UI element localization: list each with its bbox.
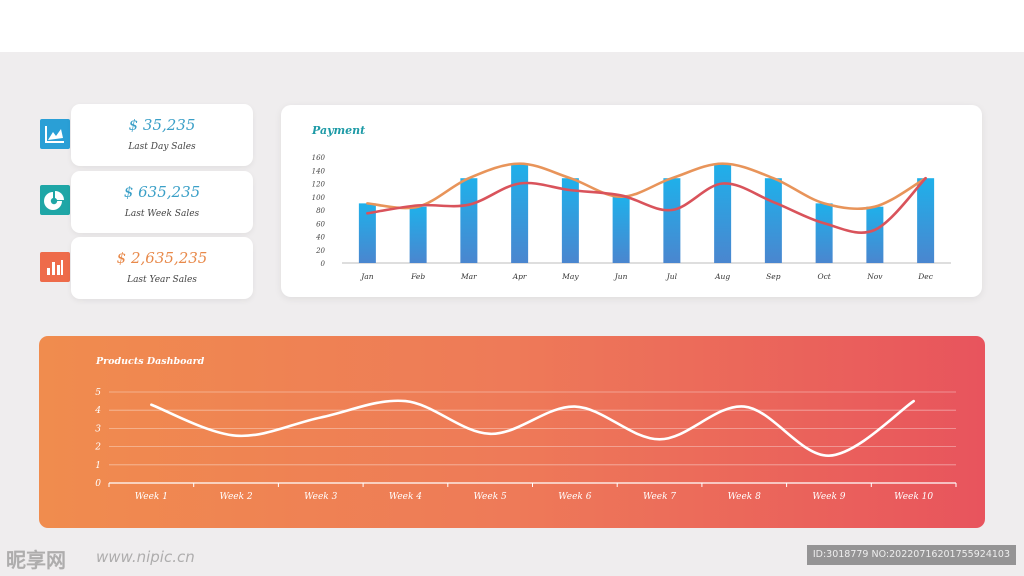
- kpi-value: $ 2,635,235: [116, 249, 208, 267]
- products-title: Products Dashboard: [95, 356, 205, 367]
- payment-chart: Payment 0 20 40 60 80 100 120 140 160 Jan Feb Mar Ap…: [311, 124, 951, 281]
- payment-series-line: [366, 176, 927, 234]
- payment-x-tick: Jan: [359, 272, 373, 281]
- payment-y-tick: 160: [312, 154, 326, 162]
- products-x-tick: Week 3: [304, 492, 337, 502]
- kpi-value: $ 635,235: [123, 183, 201, 201]
- payment-x-tick: Jun: [613, 272, 628, 281]
- pie-chart-icon: [40, 185, 70, 215]
- payment-x-tick: May: [561, 272, 579, 281]
- products-x-tick: Week 6: [558, 492, 591, 502]
- products-x-tick: Week 9: [812, 492, 845, 502]
- payment-bar: [511, 163, 529, 263]
- kpi-card-last-week: $ 635,235 Last Week Sales: [71, 171, 253, 233]
- line-chart-icon: [40, 119, 70, 149]
- payment-y-tick: 140: [312, 167, 326, 175]
- payment-bar: [612, 196, 630, 263]
- kpi-label: Last Day Sales: [128, 142, 196, 152]
- kpi-card-last-year: $ 2,635,235 Last Year Sales: [71, 237, 253, 299]
- payment-y-tick: 40: [315, 234, 325, 242]
- payment-series-line: [366, 162, 927, 211]
- payment-x-tick: Aug: [714, 272, 730, 281]
- payment-y-tick: 120: [312, 181, 326, 189]
- payment-x-tick: Nov: [866, 272, 883, 281]
- payment-x-tick: Jul: [665, 272, 678, 281]
- payment-x-tick: Dec: [917, 272, 933, 281]
- products-y-tick: 2: [94, 443, 101, 453]
- products-y-tick: 3: [95, 424, 101, 434]
- products-x-tick: Week 1: [135, 492, 168, 502]
- watermark-logo: 昵享网: [6, 548, 66, 572]
- products-y-tick: 5: [95, 388, 101, 398]
- top-header-band: [0, 0, 1024, 52]
- payment-y-tick: 100: [312, 194, 326, 202]
- payment-bar: [663, 178, 681, 263]
- products-y-tick: 0: [95, 479, 101, 489]
- payment-x-tick: Sep: [766, 272, 781, 281]
- payment-bar: [764, 178, 782, 263]
- payment-x-tick: Apr: [512, 272, 527, 281]
- products-x-tick: Week 5: [474, 492, 507, 502]
- products-x-tick: Week 7: [643, 492, 676, 502]
- products-series-line: [150, 399, 915, 458]
- payment-bar: [866, 206, 884, 263]
- kpi-value: $ 35,235: [128, 116, 196, 134]
- watermark-site: www.nipic.cn: [96, 548, 195, 566]
- payment-y-tick: 20: [315, 247, 325, 255]
- payment-bar: [561, 178, 579, 263]
- payment-bar: [409, 206, 427, 263]
- products-y-tick: 1: [95, 461, 101, 471]
- payment-y-tick: 80: [316, 207, 325, 215]
- payment-bar: [460, 178, 478, 263]
- products-y-tick: 4: [94, 406, 101, 416]
- products-x-tick: Week 2: [219, 492, 252, 502]
- products-x-tick: Week 10: [894, 492, 933, 502]
- watermark-id: ID:3018779 NO:20220716201755924103: [806, 545, 1016, 565]
- kpi-card-last-day: $ 35,235 Last Day Sales: [71, 104, 253, 166]
- payment-x-tick: Mar: [460, 272, 477, 281]
- payment-x-tick: Feb: [410, 272, 425, 281]
- payment-bar: [714, 163, 732, 263]
- products-x-tick: Week 4: [389, 492, 422, 502]
- bar-chart-icon: [40, 252, 70, 282]
- payment-chart-card: Payment 0 20 40 60 80 100 120 140 160 Jan Feb Mar Ap…: [281, 105, 982, 297]
- payment-bar: [815, 203, 833, 263]
- payment-title: Payment: [311, 124, 365, 137]
- payment-x-tick: Oct: [817, 272, 831, 281]
- payment-y-tick: 0: [321, 260, 326, 268]
- products-x-tick: Week 8: [728, 492, 761, 502]
- products-dashboard-card: Products Dashboard 0 1 2 3 4 5 Week 1 Week 2 Wee…: [39, 336, 985, 528]
- kpi-label: Last Year Sales: [127, 275, 197, 285]
- kpi-label: Last Week Sales: [124, 209, 200, 219]
- payment-bar: [358, 203, 376, 263]
- products-chart: Products Dashboard 0 1 2 3 4 5 Week 1 Week 2 Wee…: [94, 356, 957, 502]
- payment-bar: [917, 178, 935, 263]
- payment-y-tick: 60: [316, 220, 325, 228]
